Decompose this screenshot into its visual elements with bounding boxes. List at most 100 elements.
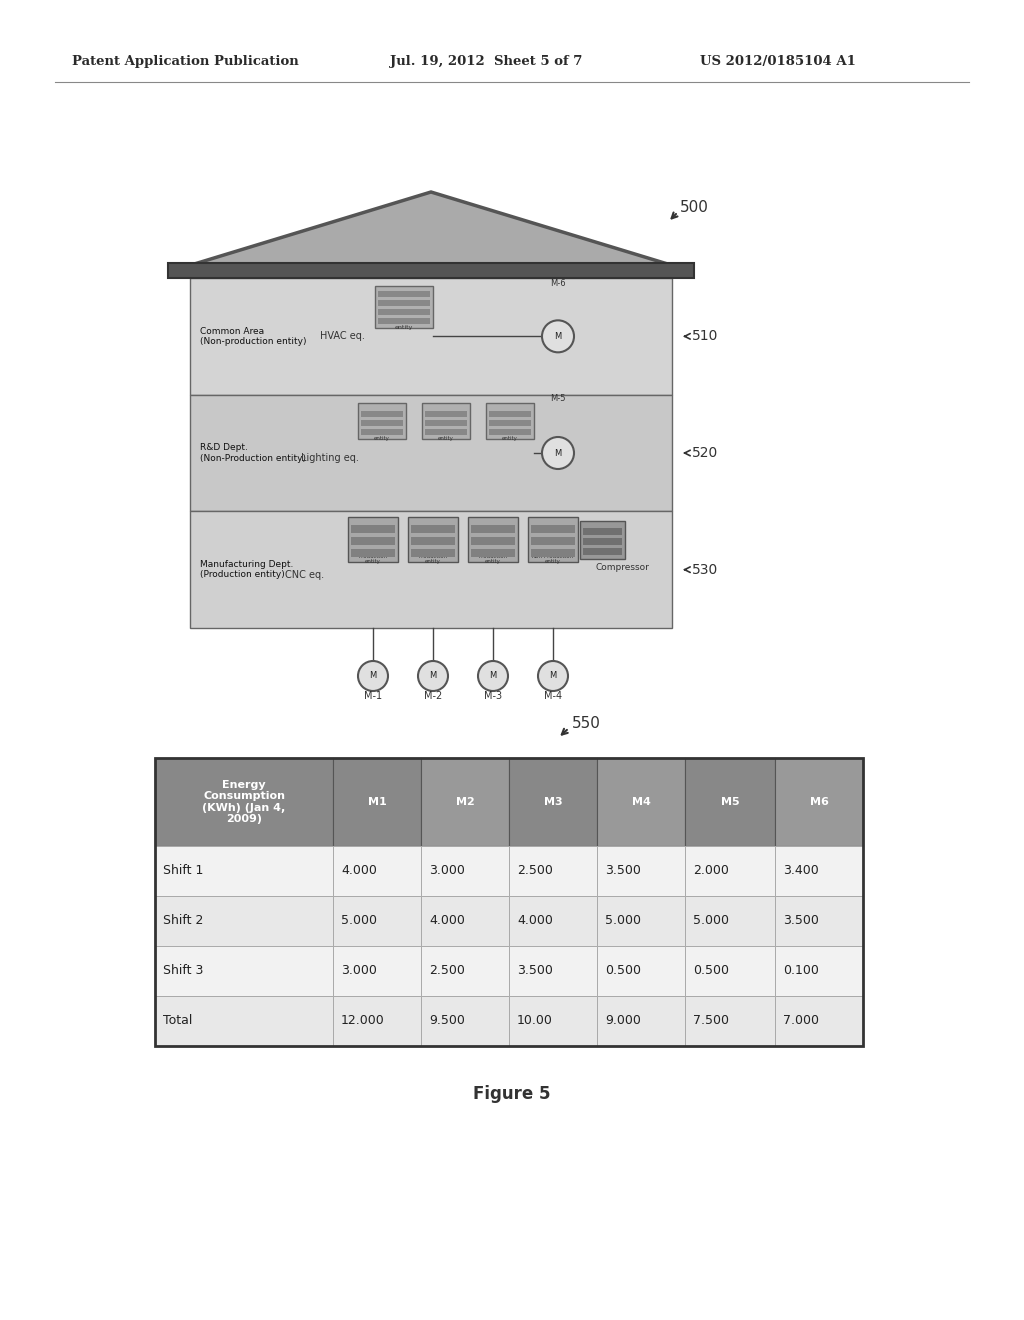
Bar: [333, 946, 421, 997]
Text: 0.100: 0.100: [783, 965, 819, 978]
Text: M1: M1: [368, 797, 386, 807]
Bar: [775, 758, 863, 846]
Text: 7.000: 7.000: [783, 1015, 819, 1027]
Bar: [361, 420, 403, 425]
Bar: [421, 846, 509, 896]
Text: M: M: [554, 331, 561, 341]
Bar: [597, 997, 685, 1045]
Bar: [155, 997, 333, 1045]
Text: 3.500: 3.500: [517, 965, 553, 978]
Bar: [583, 548, 622, 556]
Bar: [421, 896, 509, 946]
Bar: [471, 537, 515, 545]
Bar: [425, 411, 467, 417]
Text: 5.000: 5.000: [693, 915, 729, 928]
Text: M: M: [429, 672, 436, 681]
Text: M-2: M-2: [424, 690, 442, 701]
Text: CNC eq.: CNC eq.: [286, 570, 325, 579]
Text: M-5: M-5: [550, 395, 565, 403]
Bar: [361, 411, 403, 417]
Text: 5.000: 5.000: [341, 915, 377, 928]
Bar: [411, 525, 455, 533]
Text: Compressor: Compressor: [595, 564, 649, 572]
Text: 500: 500: [680, 201, 709, 215]
Text: Non-Production
entity: Non-Production entity: [531, 553, 574, 565]
Bar: [333, 758, 421, 846]
Text: 3.000: 3.000: [341, 965, 377, 978]
Text: M: M: [554, 449, 561, 458]
Bar: [351, 537, 395, 545]
Text: Non-Production
entity: Non-Production entity: [425, 430, 467, 441]
Bar: [421, 758, 509, 846]
Bar: [408, 517, 458, 562]
Bar: [509, 896, 597, 946]
Bar: [468, 517, 518, 562]
Text: M: M: [549, 672, 557, 681]
Bar: [685, 846, 775, 896]
Text: 2.500: 2.500: [429, 965, 465, 978]
Bar: [486, 403, 534, 438]
Bar: [775, 997, 863, 1045]
Text: 0.500: 0.500: [605, 965, 641, 978]
Bar: [190, 511, 672, 628]
Text: Non-Production
entity: Non-Production entity: [360, 430, 403, 441]
Bar: [489, 411, 531, 417]
Text: R&D Dept.
(Non-Production entity): R&D Dept. (Non-Production entity): [200, 444, 306, 463]
Bar: [425, 420, 467, 425]
Bar: [685, 997, 775, 1045]
Text: Patent Application Publication: Patent Application Publication: [72, 55, 299, 69]
Text: Energy
Consumption
(KWh) (Jan 4,
2009): Energy Consumption (KWh) (Jan 4, 2009): [203, 780, 286, 825]
Bar: [333, 896, 421, 946]
Bar: [378, 290, 430, 297]
Bar: [509, 946, 597, 997]
Bar: [351, 525, 395, 533]
Bar: [775, 896, 863, 946]
Text: 520: 520: [692, 446, 718, 459]
Bar: [489, 429, 531, 434]
Text: Shift 2: Shift 2: [163, 915, 204, 928]
Bar: [375, 286, 433, 327]
Text: HVAC eq.: HVAC eq.: [319, 331, 365, 342]
Circle shape: [542, 437, 574, 469]
Text: 12.000: 12.000: [341, 1015, 385, 1027]
Circle shape: [358, 661, 388, 690]
Bar: [358, 403, 406, 438]
Bar: [583, 539, 622, 545]
Text: M5: M5: [721, 797, 739, 807]
Bar: [509, 758, 597, 846]
Bar: [531, 549, 575, 557]
Bar: [685, 896, 775, 946]
Text: Non-Production
entity: Non-Production entity: [488, 430, 531, 441]
Bar: [168, 263, 694, 279]
Bar: [583, 528, 622, 536]
Text: M3: M3: [544, 797, 562, 807]
Text: 2.000: 2.000: [693, 865, 729, 878]
Bar: [361, 429, 403, 434]
Bar: [422, 403, 470, 438]
Text: 2.500: 2.500: [517, 865, 553, 878]
Bar: [597, 758, 685, 846]
Bar: [597, 846, 685, 896]
Text: 9.500: 9.500: [429, 1015, 465, 1027]
Text: Shift 3: Shift 3: [163, 965, 204, 978]
Circle shape: [538, 661, 568, 690]
Bar: [155, 846, 333, 896]
Bar: [580, 521, 625, 560]
Text: Jul. 19, 2012  Sheet 5 of 7: Jul. 19, 2012 Sheet 5 of 7: [390, 55, 583, 69]
Bar: [597, 896, 685, 946]
Text: 3.400: 3.400: [783, 865, 819, 878]
Bar: [351, 549, 395, 557]
Circle shape: [478, 661, 508, 690]
Text: M: M: [489, 672, 497, 681]
Text: M2: M2: [456, 797, 474, 807]
Text: 0.500: 0.500: [693, 965, 729, 978]
Bar: [421, 946, 509, 997]
Circle shape: [542, 321, 574, 352]
Bar: [531, 525, 575, 533]
Bar: [155, 946, 333, 997]
Bar: [471, 549, 515, 557]
Circle shape: [418, 661, 449, 690]
Text: M-6: M-6: [550, 280, 566, 289]
Bar: [155, 896, 333, 946]
Bar: [378, 309, 430, 315]
